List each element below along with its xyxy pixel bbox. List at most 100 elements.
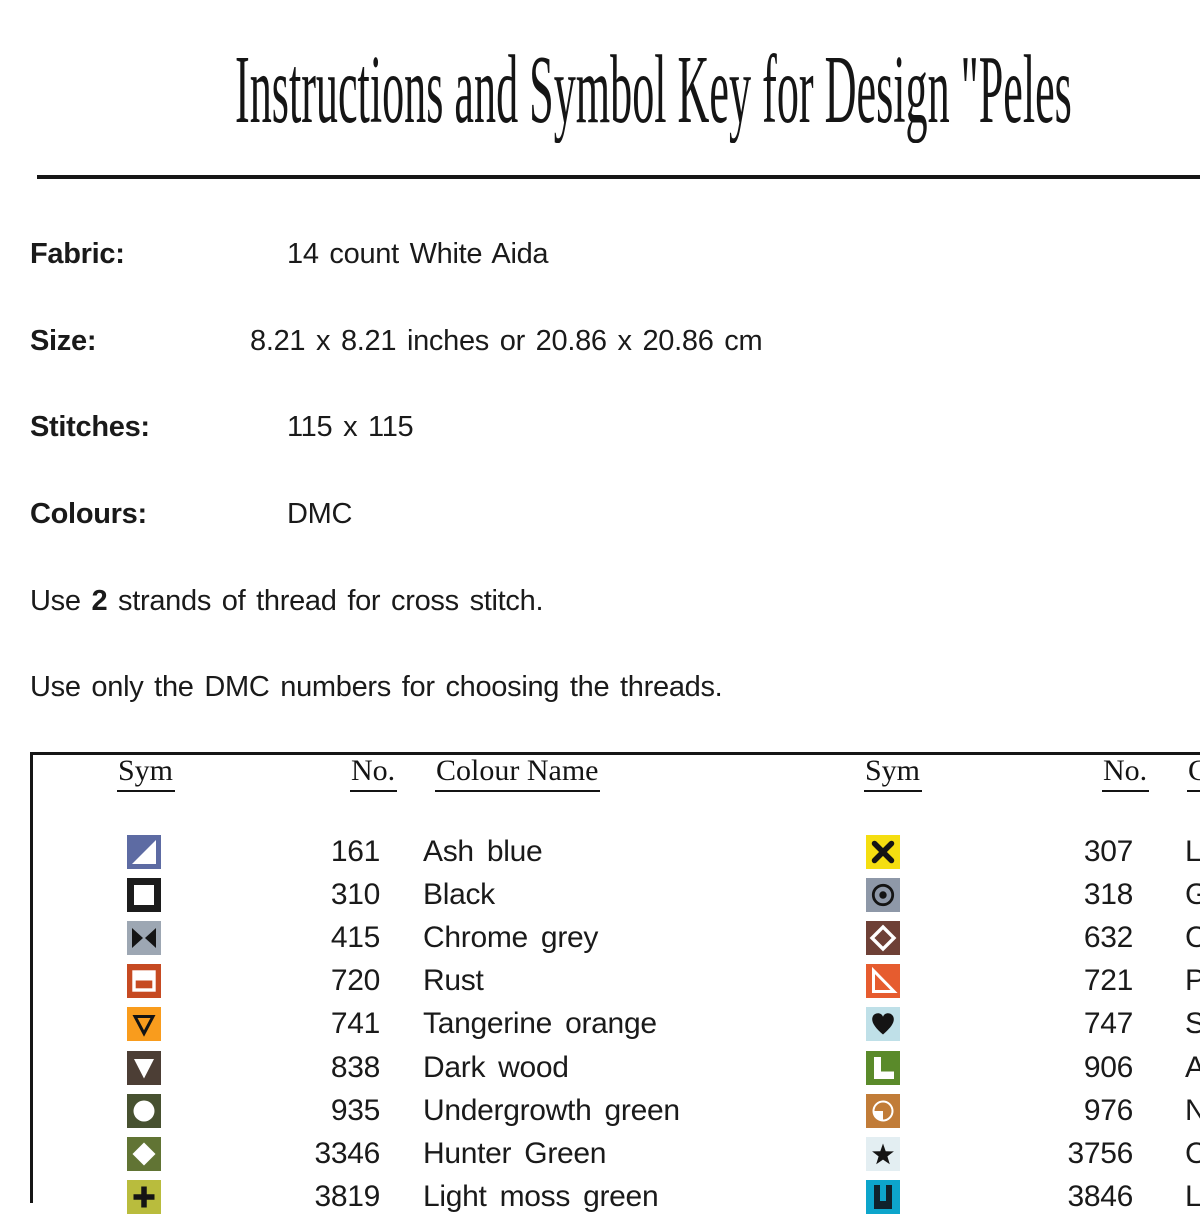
dmc-note: Use only the DMC numbers for choosing th… bbox=[30, 671, 723, 703]
key-row: 307 L bbox=[0, 835, 1200, 869]
header-no-right: No. bbox=[1102, 756, 1150, 792]
colours-label: Colours: bbox=[30, 498, 147, 530]
dmc-number: 747 bbox=[1083, 1007, 1133, 1040]
colour-name: Dark wood bbox=[423, 1051, 569, 1084]
key-row: 906 A bbox=[0, 1051, 1200, 1085]
heart-icon bbox=[866, 1007, 900, 1041]
dmc-number: 3346 bbox=[314, 1137, 380, 1170]
header-sym-left: Sym bbox=[117, 756, 176, 792]
size-value: 8.21 x 8.21 inches or 20.86 x 20.86 cm bbox=[250, 325, 763, 357]
key-row: 720 Rust bbox=[0, 964, 1200, 998]
strands-note-suffix: strands of thread for cross stitch. bbox=[107, 585, 544, 617]
circle-filled-icon bbox=[127, 1094, 161, 1128]
dmc-number: 976 bbox=[1083, 1094, 1133, 1127]
diamond-outline-icon bbox=[866, 921, 900, 955]
diamond-filled-icon bbox=[127, 1137, 161, 1171]
stitches-value: 115 x 115 bbox=[287, 411, 414, 443]
dmc-number: 3846 bbox=[1067, 1180, 1133, 1213]
inner-square-icon bbox=[127, 878, 161, 912]
dmc-number: 307 bbox=[1083, 835, 1133, 868]
colour-name: C bbox=[1185, 1137, 1200, 1170]
dmc-number: 741 bbox=[330, 1007, 380, 1040]
fabric-label: Fabric: bbox=[30, 238, 125, 270]
dmc-number: 310 bbox=[330, 878, 380, 911]
colour-name: Tangerine orange bbox=[423, 1007, 657, 1040]
dmc-number: 720 bbox=[330, 964, 380, 997]
colour-name: Ash blue bbox=[423, 835, 543, 868]
dmc-number: 906 bbox=[1083, 1051, 1133, 1084]
header-no-left: No. bbox=[350, 756, 398, 792]
colour-name: Hunter Green bbox=[423, 1137, 607, 1170]
key-row: 741 Tangerine orange bbox=[0, 1007, 1200, 1041]
corner-triangle-outline-icon bbox=[866, 964, 900, 998]
key-row: 318 G bbox=[0, 878, 1200, 912]
size-label: Size: bbox=[30, 325, 97, 357]
circle-dot-icon bbox=[866, 878, 900, 912]
key-row: 838 Dark wood bbox=[0, 1051, 1200, 1085]
colour-name: G bbox=[1185, 878, 1200, 911]
page-title: Instructions and Symbol Key for Design "… bbox=[235, 36, 1072, 143]
symbol-swatch bbox=[127, 1051, 161, 1085]
header-sym-right: Sym bbox=[864, 756, 923, 792]
symbol-swatch bbox=[127, 1007, 161, 1041]
header-colour-right: Colour Name bbox=[1187, 756, 1200, 792]
colour-name: L bbox=[1185, 835, 1200, 868]
split-rect-icon bbox=[127, 964, 161, 998]
symbol-swatch bbox=[866, 1137, 900, 1171]
symbol-swatch bbox=[866, 1180, 900, 1214]
cross-x-icon bbox=[866, 835, 900, 869]
header-colour-left: Colour Name bbox=[435, 756, 601, 792]
symbol-swatch bbox=[866, 835, 900, 869]
symbol-key-table bbox=[30, 752, 1200, 1203]
key-row: 3346 Hunter Green bbox=[0, 1137, 1200, 1171]
dmc-number: 161 bbox=[330, 835, 380, 868]
stitches-label: Stitches: bbox=[30, 411, 150, 443]
symbol-swatch bbox=[127, 964, 161, 998]
key-row: 3756 C bbox=[0, 1137, 1200, 1171]
triangle-down-outline-icon bbox=[127, 1007, 161, 1041]
strands-note-prefix: Use bbox=[30, 585, 92, 617]
key-row: 747 S bbox=[0, 1007, 1200, 1041]
key-row: 415 Chrome grey bbox=[0, 921, 1200, 955]
symbol-swatch bbox=[866, 1007, 900, 1041]
triangle-down-filled-icon bbox=[127, 1051, 161, 1085]
dmc-number: 318 bbox=[1083, 878, 1133, 911]
dmc-number: 632 bbox=[1083, 921, 1133, 954]
title-rule bbox=[37, 175, 1200, 179]
colour-name: C bbox=[1185, 921, 1200, 954]
colours-value: DMC bbox=[287, 498, 353, 530]
symbol-swatch bbox=[127, 1137, 161, 1171]
key-row: 976 N bbox=[0, 1094, 1200, 1128]
symbol-swatch bbox=[866, 1051, 900, 1085]
colour-name: L bbox=[1185, 1180, 1200, 1213]
symbol-swatch bbox=[866, 964, 900, 998]
key-row: 935 Undergrowth green bbox=[0, 1094, 1200, 1128]
key-row: 3846 L bbox=[0, 1180, 1200, 1214]
dmc-number: 935 bbox=[330, 1094, 380, 1127]
colour-name: N bbox=[1185, 1094, 1200, 1127]
colour-name: Rust bbox=[423, 964, 484, 997]
l-shape-icon bbox=[866, 1051, 900, 1085]
strands-note: Use 2 strands of thread for cross stitch… bbox=[30, 585, 544, 617]
key-row: 632 C bbox=[0, 921, 1200, 955]
key-row: 161 Ash blue bbox=[0, 835, 1200, 869]
dmc-number: 721 bbox=[1083, 964, 1133, 997]
corner-triangle-filled-icon bbox=[127, 835, 161, 869]
dmc-number: 3756 bbox=[1067, 1137, 1133, 1170]
dmc-number: 838 bbox=[330, 1051, 380, 1084]
dmc-number: 415 bbox=[330, 921, 380, 954]
symbol-swatch bbox=[127, 835, 161, 869]
key-row: 721 P bbox=[0, 964, 1200, 998]
symbol-swatch bbox=[866, 921, 900, 955]
bowtie-icon bbox=[127, 921, 161, 955]
quarter-circle-icon bbox=[866, 1094, 900, 1128]
symbol-swatch bbox=[866, 1094, 900, 1128]
symbol-swatch bbox=[866, 878, 900, 912]
symbol-swatch bbox=[127, 921, 161, 955]
key-row: 310 Black bbox=[0, 878, 1200, 912]
colour-name: Chrome grey bbox=[423, 921, 599, 954]
colour-name: S bbox=[1185, 1007, 1200, 1040]
fabric-value: 14 count White Aida bbox=[287, 238, 549, 270]
colour-name: A bbox=[1185, 1051, 1200, 1084]
